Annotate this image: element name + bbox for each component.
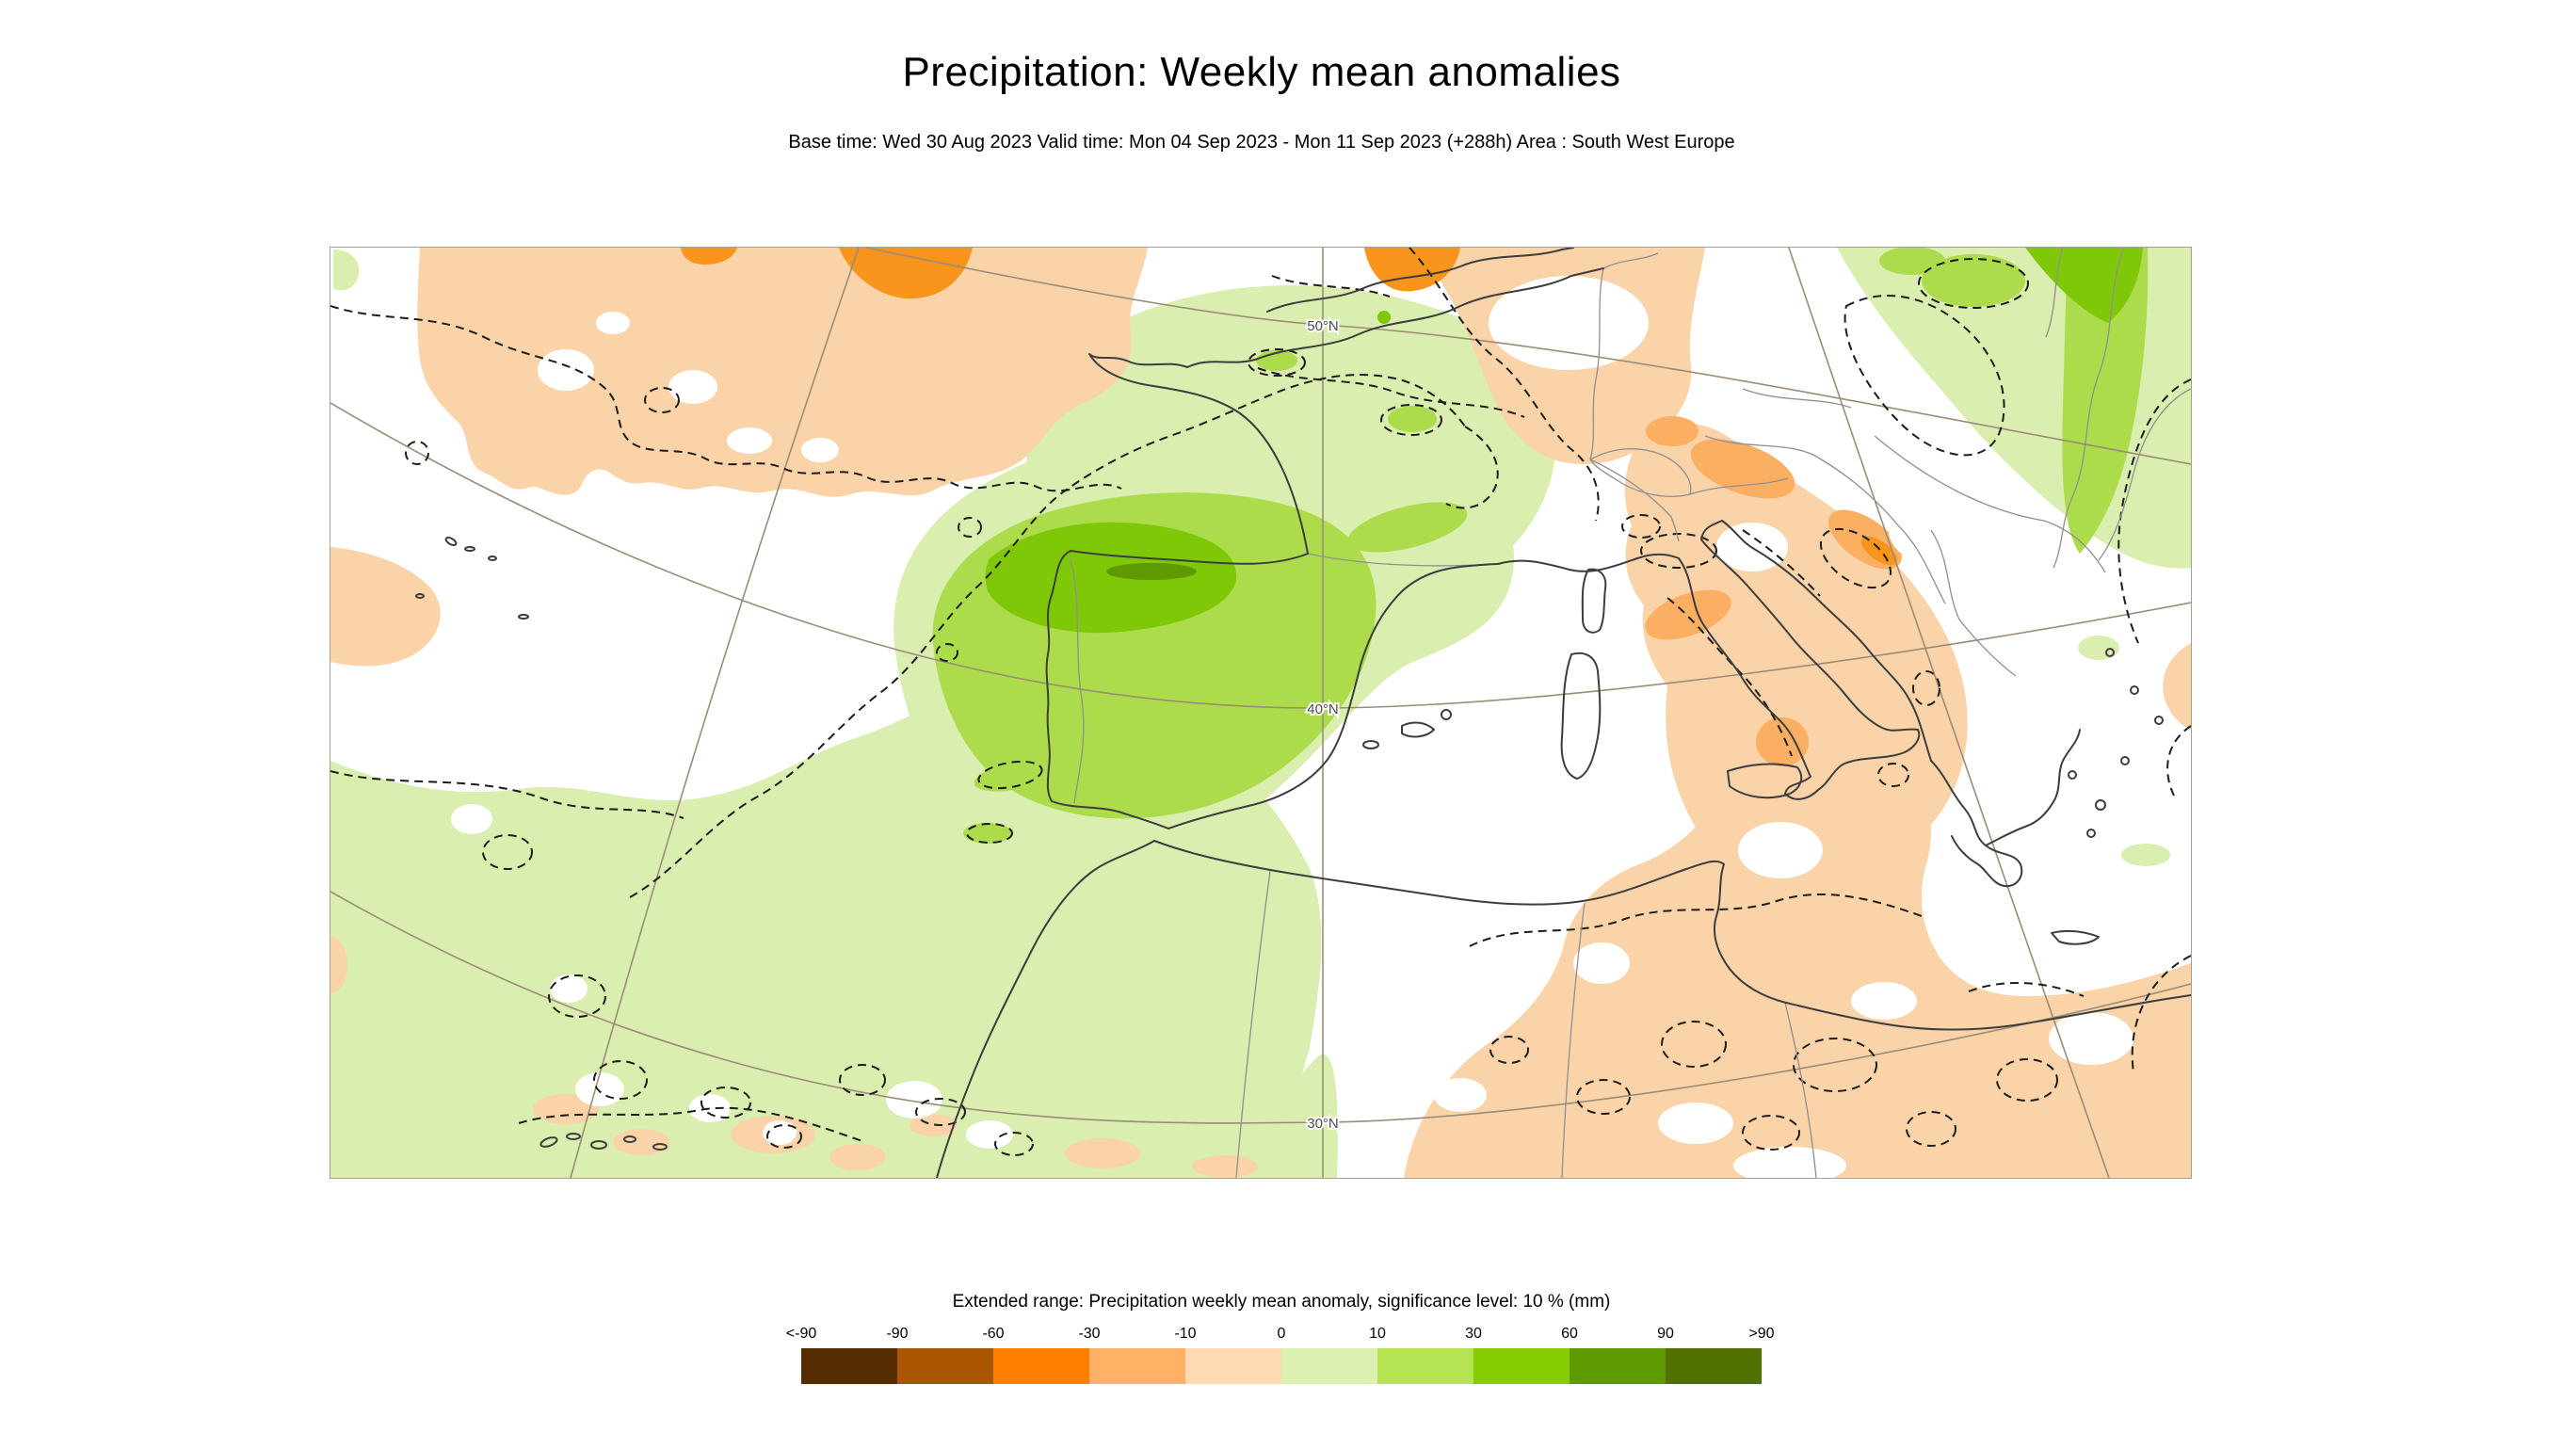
- legend-swatch: [993, 1348, 1089, 1384]
- no-anomaly-holes: [451, 276, 2133, 1178]
- legend-tick-label: -10: [1174, 1326, 1197, 1342]
- latitude-labels: 50°N 40°N 30°N: [1305, 316, 1341, 1134]
- graticule-lines: [330, 248, 2191, 1178]
- anomaly-map-canvas: 50°N 40°N 30°N: [330, 248, 2191, 1178]
- legend-tick-label: 10: [1369, 1326, 1386, 1342]
- legend-swatch: [1473, 1348, 1570, 1384]
- legend-color-bar: [801, 1348, 1762, 1384]
- legend-title: Extended range: Precipitation weekly mea…: [952, 1292, 1611, 1312]
- country-borders: [1070, 248, 2191, 1178]
- legend-swatch: [1089, 1348, 1185, 1384]
- legend-tick-label: 30: [1465, 1326, 1482, 1342]
- legend-tick-label: >90: [1748, 1326, 1775, 1342]
- legend-tick-label: -90: [886, 1326, 909, 1342]
- coastlines: [415, 248, 2191, 1178]
- legend-swatch: [1570, 1348, 1666, 1384]
- legend-swatch: [1281, 1348, 1377, 1384]
- page-title: Precipitation: Weekly mean anomalies: [902, 49, 1621, 95]
- legend-tick-label: 90: [1657, 1326, 1674, 1342]
- legend-tick-label: 60: [1561, 1326, 1578, 1342]
- legend-swatch: [1377, 1348, 1473, 1384]
- latitude-label-40n: 40°N: [1307, 701, 1339, 717]
- latitude-label-30n: 30°N: [1307, 1116, 1339, 1132]
- legend-tick-label: <-90: [785, 1326, 817, 1342]
- page-subtitle: Base time: Wed 30 Aug 2023 Valid time: M…: [788, 132, 1735, 153]
- legend-tick-label: 0: [1277, 1326, 1286, 1342]
- anomaly-map: 50°N 40°N 30°N: [330, 247, 2192, 1179]
- positive-anomaly-regions: [330, 248, 2191, 1178]
- legend-swatch: [1666, 1348, 1762, 1384]
- legend-tick-labels: <-90 -90 -60 -30 -10 0 10 30 60 90 >90: [786, 1326, 1775, 1346]
- legend-swatch: [801, 1348, 897, 1384]
- latitude-label-50n: 50°N: [1307, 318, 1339, 334]
- legend-tick-label: -30: [1078, 1326, 1101, 1342]
- legend-tick-label: -60: [982, 1326, 1005, 1342]
- legend-swatch: [1185, 1348, 1281, 1384]
- legend: Extended range: Precipitation weekly mea…: [786, 1292, 1775, 1384]
- legend-swatch: [897, 1348, 993, 1384]
